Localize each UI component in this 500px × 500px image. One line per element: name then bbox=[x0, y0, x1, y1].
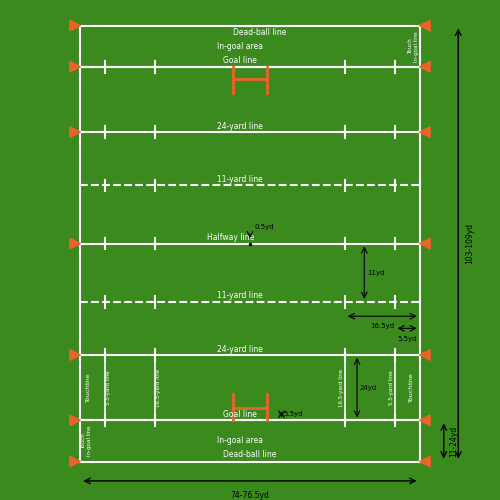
Text: 16.5-yard line: 16.5-yard line bbox=[339, 368, 344, 406]
Polygon shape bbox=[70, 350, 80, 360]
Polygon shape bbox=[420, 127, 430, 138]
Text: 11yd: 11yd bbox=[366, 270, 384, 276]
Text: In-goal area: In-goal area bbox=[218, 436, 264, 446]
Text: In-goal area: In-goal area bbox=[218, 42, 264, 50]
Text: 11-24yd: 11-24yd bbox=[450, 426, 458, 456]
Polygon shape bbox=[70, 456, 80, 467]
Text: Touchline: Touchline bbox=[409, 373, 414, 402]
Text: 74-76.5yd: 74-76.5yd bbox=[230, 490, 270, 500]
Polygon shape bbox=[70, 127, 80, 138]
Text: 5.5-yard line: 5.5-yard line bbox=[389, 370, 394, 405]
Text: 103-109yd: 103-109yd bbox=[466, 223, 474, 264]
Text: Goal line: Goal line bbox=[224, 56, 258, 66]
Text: 24-yard line: 24-yard line bbox=[218, 344, 264, 354]
Text: Dead-ball line: Dead-ball line bbox=[224, 450, 276, 459]
Polygon shape bbox=[70, 238, 80, 249]
Text: Touch
In-goal line: Touch In-goal line bbox=[408, 31, 419, 62]
Text: 11-yard line: 11-yard line bbox=[218, 292, 263, 300]
Polygon shape bbox=[420, 62, 430, 72]
Text: Touch
In-goal line: Touch In-goal line bbox=[81, 426, 92, 456]
Text: 16.5yd: 16.5yd bbox=[370, 324, 394, 330]
Text: Halfway line: Halfway line bbox=[207, 234, 254, 242]
Text: 0.5yd: 0.5yd bbox=[255, 224, 274, 230]
Polygon shape bbox=[420, 350, 430, 360]
Polygon shape bbox=[70, 415, 80, 426]
Text: 16.5-yard line: 16.5-yard line bbox=[156, 368, 161, 406]
Polygon shape bbox=[420, 238, 430, 249]
Polygon shape bbox=[420, 20, 430, 31]
Text: 24-yard line: 24-yard line bbox=[218, 122, 264, 131]
Text: 5.5yd: 5.5yd bbox=[284, 412, 304, 418]
Text: 5.5-yard line: 5.5-yard line bbox=[106, 370, 111, 405]
Text: 5.5yd: 5.5yd bbox=[398, 336, 417, 342]
Text: 11-yard line: 11-yard line bbox=[218, 175, 263, 184]
Text: Dead-ball line: Dead-ball line bbox=[233, 28, 286, 38]
Polygon shape bbox=[420, 415, 430, 426]
Text: Goal line: Goal line bbox=[224, 410, 258, 419]
Text: Touchline: Touchline bbox=[86, 373, 91, 402]
Polygon shape bbox=[70, 20, 80, 31]
Polygon shape bbox=[70, 62, 80, 72]
Polygon shape bbox=[420, 456, 430, 467]
Text: 24yd: 24yd bbox=[360, 384, 376, 390]
